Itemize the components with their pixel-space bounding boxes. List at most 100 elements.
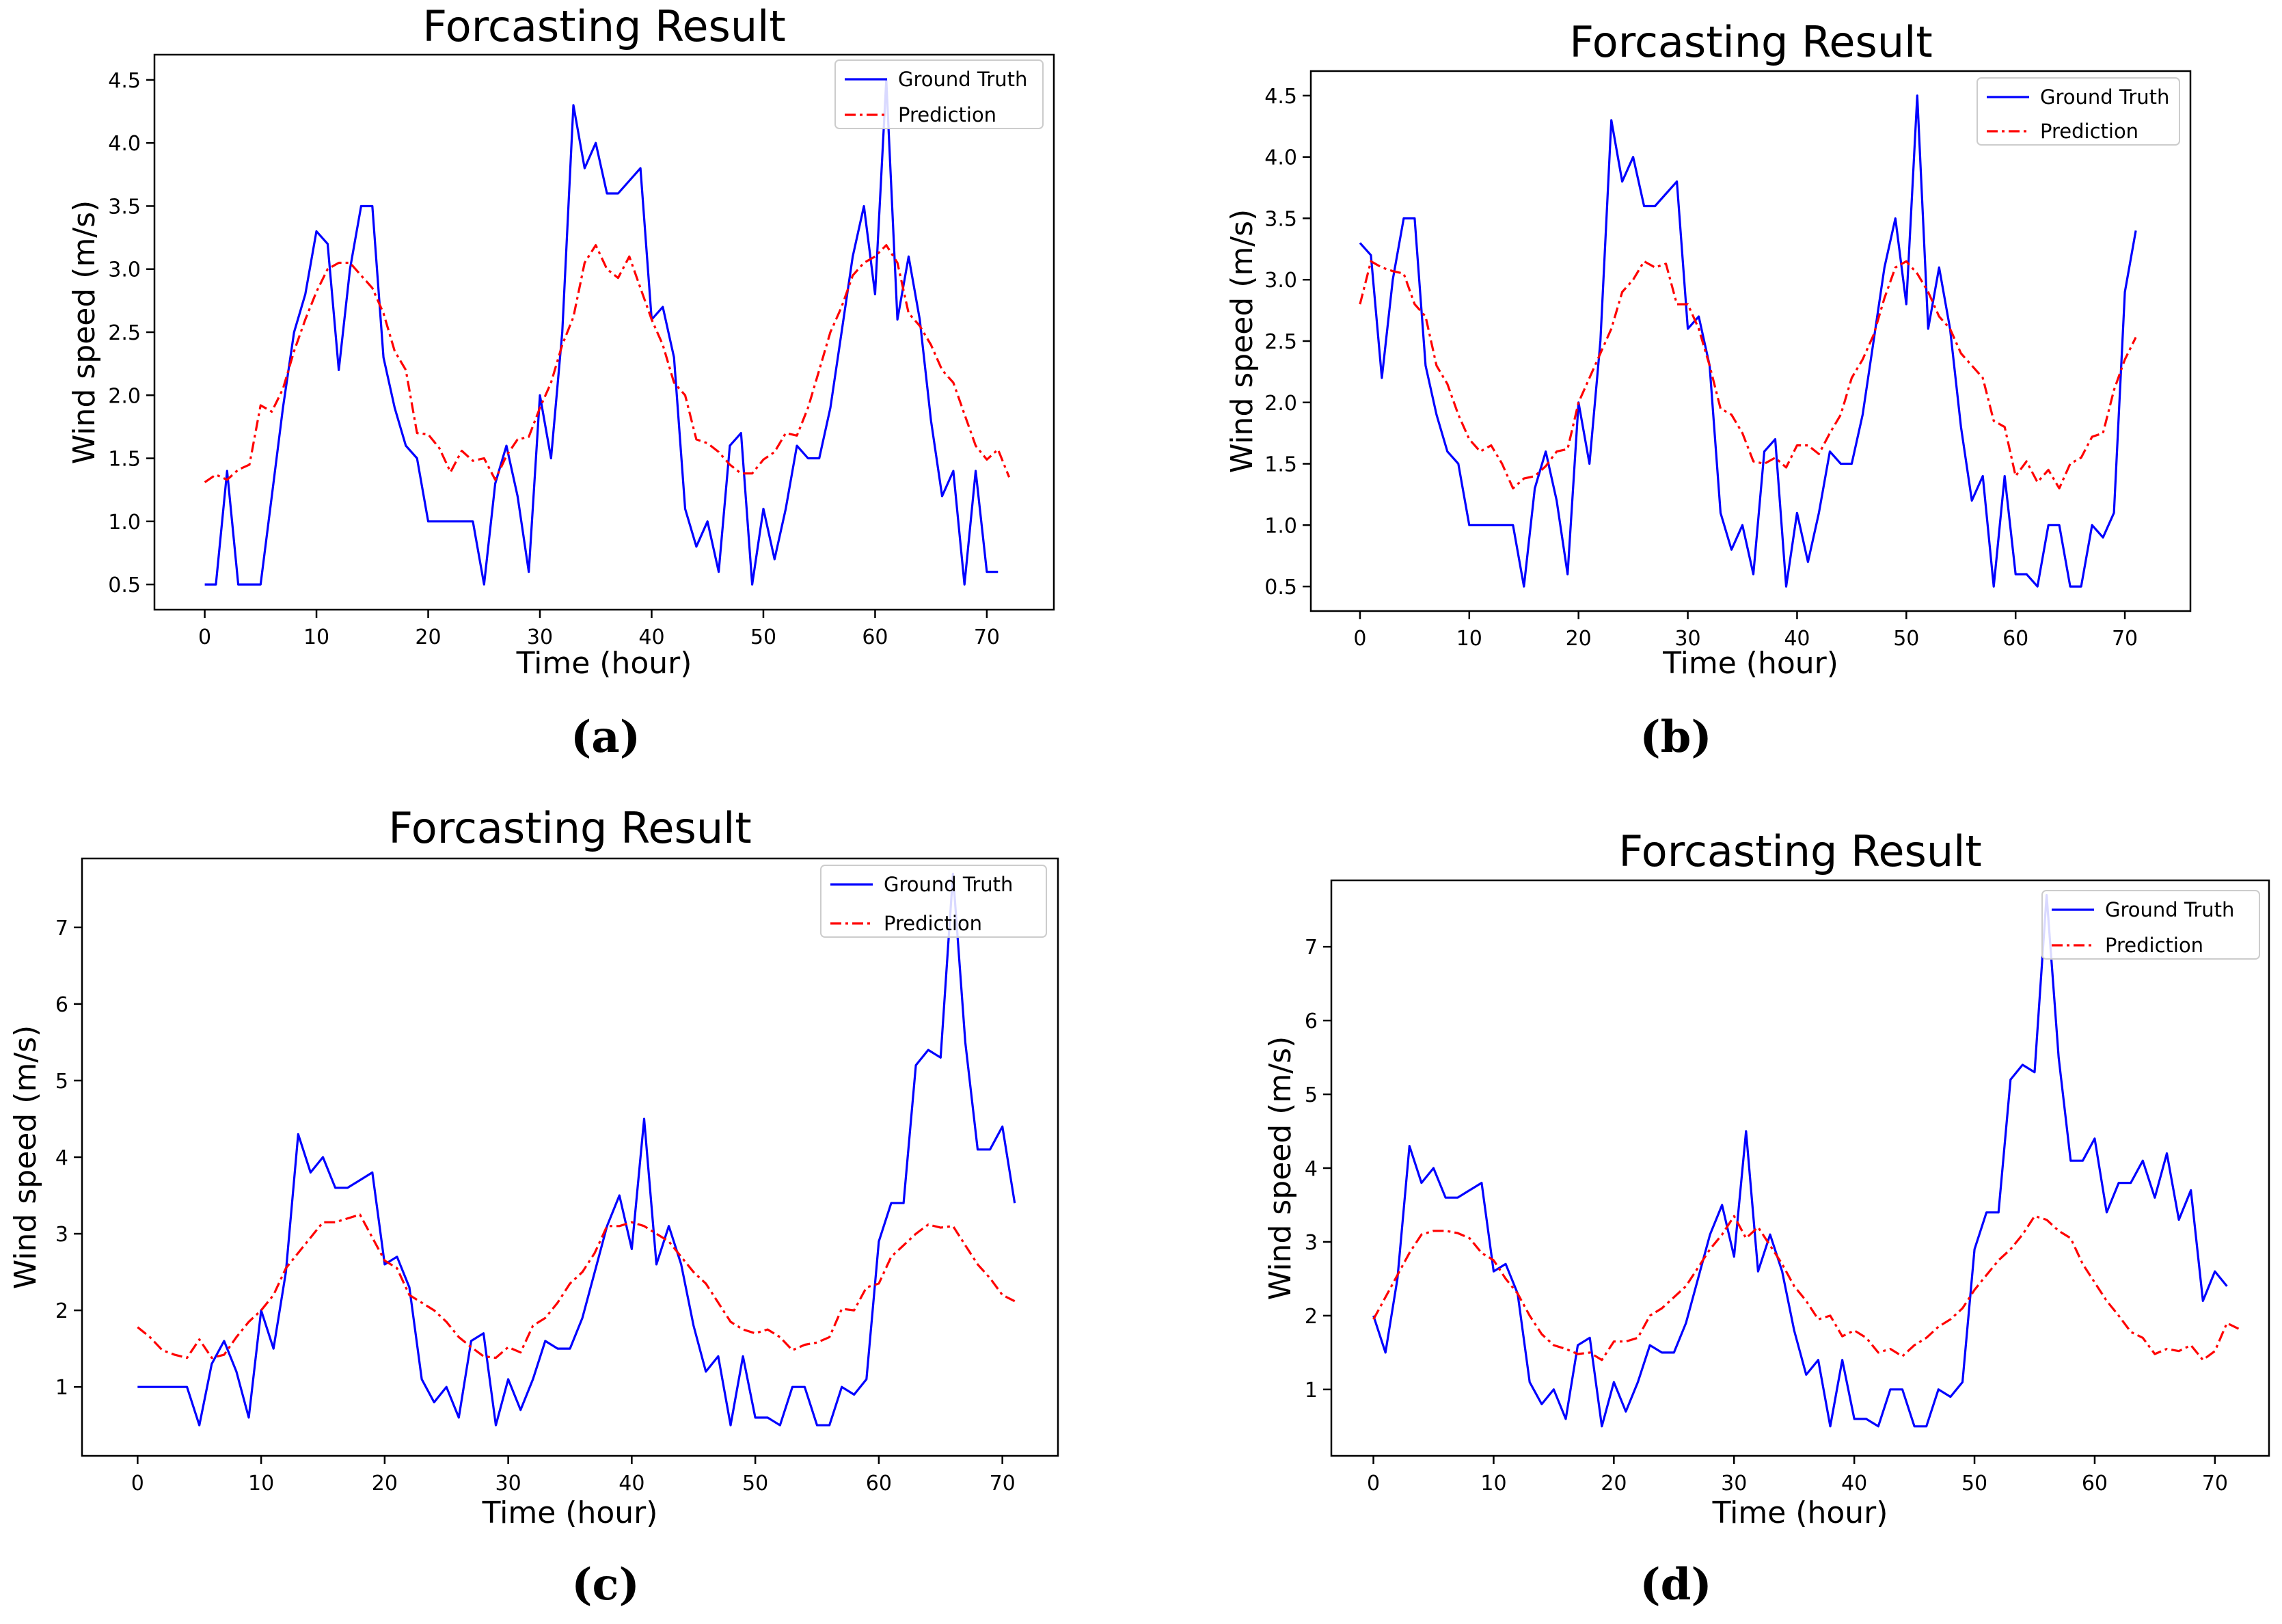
x-tick-label: 0 — [1353, 627, 1366, 651]
panel-caption: (d) — [1640, 1559, 1711, 1610]
x-tick-label: 30 — [1674, 627, 1700, 651]
chart-panel-3: Forcasting Result 0 10 20 30 40 50 60 70 1 2 3 4 5 6 7 T… — [8, 803, 1059, 1610]
x-tick-label: 10 — [1456, 627, 1482, 651]
x-tick-label: 70 — [974, 625, 1000, 649]
legend-entry-label: Prediction — [2040, 120, 2138, 143]
x-tick-label: 40 — [1784, 627, 1810, 651]
x-tick-label: 50 — [742, 1472, 768, 1496]
plot-frame — [153, 53, 1055, 611]
chart-title: Forcasting Result — [1569, 17, 1932, 67]
plot-frame — [81, 857, 1059, 1457]
y-axis-label: Wind speed (m/s) — [1225, 209, 1260, 473]
chart-title: Forcasting Result — [422, 1, 785, 51]
x-tick-label: 20 — [1566, 627, 1592, 651]
x-tick-label: 60 — [862, 625, 888, 649]
y-tick-label: 4.0 — [1264, 146, 1297, 170]
series-line-prediction — [137, 1213, 1016, 1359]
x-tick-label: 70 — [2202, 1472, 2228, 1496]
y-tick-label: 3 — [1305, 1231, 1318, 1255]
chart-panel-2: Forcasting Result 0 10 20 30 40 50 60 70 0.5 1.0 1.… — [1225, 17, 2192, 763]
y-tick-label: 3.0 — [108, 258, 141, 282]
x-tick-label: 70 — [990, 1472, 1016, 1496]
x-tick-label: 50 — [750, 625, 776, 649]
series-group — [137, 872, 1016, 1426]
y-axis-label: Wind speed (m/s) — [8, 1025, 43, 1289]
x-tick-label: 70 — [2112, 627, 2138, 651]
x-tick-label: 20 — [415, 625, 441, 649]
legend-box — [820, 865, 1047, 938]
y-tick-label: 4.5 — [108, 69, 141, 93]
series-group — [1372, 893, 2240, 1428]
plot-frame — [1309, 70, 2192, 612]
y-tick-label: 2.5 — [108, 321, 141, 345]
legend-entry-label: Ground Truth — [898, 68, 1027, 91]
y-axis-label: Wind speed (m/s) — [67, 200, 102, 464]
y-tick-label: 1.5 — [1264, 453, 1297, 477]
x-tick-label: 10 — [1480, 1472, 1506, 1496]
legend-entry-label: Prediction — [898, 103, 996, 126]
x-tick-label: 0 — [1367, 1472, 1380, 1496]
panel-caption: (b) — [1640, 712, 1711, 763]
x-tick-label: 0 — [131, 1472, 144, 1496]
y-tick-label: 2.0 — [108, 384, 141, 408]
chart-panel-4: Forcasting Result 0 10 20 30 40 50 60 70 1 2 3 4 5 6 7 T… — [1263, 826, 2270, 1610]
series-line-prediction — [1359, 260, 2137, 490]
y-tick-label: 3.0 — [1264, 269, 1297, 293]
y-tick-label: 5 — [1305, 1083, 1318, 1107]
y-tick-label: 0.5 — [108, 573, 141, 597]
y-tick-label: 0.5 — [1264, 576, 1297, 599]
y-tick-label: 2.0 — [1264, 392, 1297, 416]
series-group — [1359, 94, 2137, 588]
legend-box — [834, 59, 1044, 129]
y-tick-label: 6 — [1305, 1010, 1318, 1033]
x-tick-label: 30 — [495, 1472, 521, 1496]
plot-frame — [1330, 879, 2270, 1457]
x-axis-label: Time (hour) — [516, 646, 692, 681]
y-tick-label: 4.0 — [108, 132, 141, 156]
panel-caption: (a) — [571, 712, 640, 763]
x-tick-label: 10 — [248, 1472, 274, 1496]
legend-entry-label: Ground Truth — [2105, 898, 2234, 921]
legend-entry-label: Prediction — [884, 912, 982, 935]
x-tick-label: 60 — [2082, 1472, 2108, 1496]
x-tick-label: 60 — [866, 1472, 892, 1496]
y-tick-label: 4 — [1305, 1157, 1318, 1181]
x-tick-label: 40 — [638, 625, 664, 649]
y-tick-label: 6 — [55, 993, 68, 1017]
series-line-ground-truth — [204, 79, 999, 586]
series-group — [204, 79, 1011, 586]
y-tick-label: 2.5 — [1264, 330, 1297, 354]
y-tick-label: 5 — [55, 1070, 68, 1094]
y-tick-label: 4 — [55, 1146, 68, 1170]
x-tick-label: 20 — [372, 1472, 398, 1496]
chart-title: Forcasting Result — [1618, 826, 1981, 876]
x-tick-label: 20 — [1601, 1472, 1627, 1496]
legend: Ground Truth Prediction — [1977, 77, 2180, 146]
y-tick-label: 1 — [55, 1376, 68, 1400]
x-tick-label: 40 — [1841, 1472, 1867, 1496]
series-line-ground-truth — [1359, 94, 2137, 588]
y-tick-label: 3 — [55, 1223, 68, 1247]
y-axis-label: Wind speed (m/s) — [1263, 1036, 1298, 1300]
series-line-ground-truth — [137, 872, 1016, 1426]
legend: Ground Truth Prediction — [820, 865, 1047, 938]
legend-entry-label: Ground Truth — [2040, 85, 2169, 109]
y-tick-label: 4.5 — [1264, 85, 1297, 109]
x-tick-label: 10 — [303, 625, 329, 649]
legend-box — [2041, 890, 2260, 960]
legend: Ground Truth Prediction — [834, 59, 1044, 129]
legend-entry-label: Ground Truth — [884, 873, 1013, 896]
legend: Ground Truth Prediction — [2041, 890, 2260, 960]
x-axis-label: Time (hour) — [1712, 1496, 1888, 1530]
y-tick-label: 3.5 — [108, 195, 141, 219]
series-line-ground-truth — [1372, 893, 2228, 1428]
y-tick-label: 1 — [1305, 1379, 1318, 1403]
legend-box — [1977, 77, 2180, 146]
x-axis-label: Time (hour) — [1662, 646, 1838, 681]
series-line-prediction — [1372, 1215, 2240, 1362]
y-tick-label: 3.5 — [1264, 207, 1297, 231]
y-tick-label: 2 — [1305, 1305, 1318, 1329]
x-tick-label: 0 — [198, 625, 211, 649]
y-tick-label: 2 — [55, 1299, 68, 1323]
